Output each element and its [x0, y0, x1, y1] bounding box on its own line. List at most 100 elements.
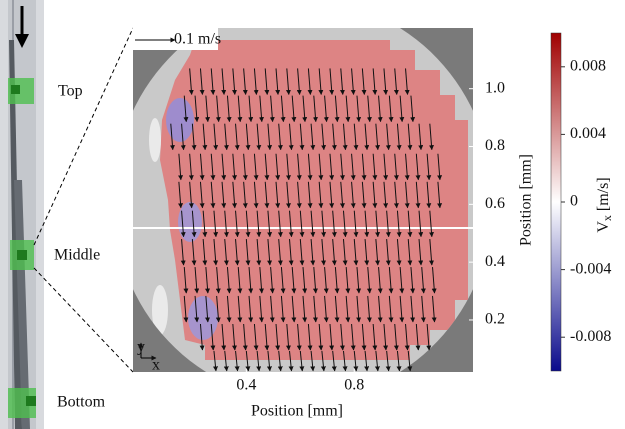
vector-arrow	[232, 153, 237, 181]
vector-arrow	[418, 238, 424, 266]
vector-arrow	[404, 68, 410, 95]
vector-arrow	[169, 123, 175, 151]
vector-arrow	[188, 68, 194, 95]
vector-arrow	[226, 295, 232, 323]
vector-arrow	[307, 181, 313, 209]
vector-arrow	[188, 153, 194, 181]
vector-arrow	[377, 295, 383, 323]
vector-arrow	[334, 95, 340, 123]
vector-arrow	[339, 181, 345, 209]
vector-arrow	[234, 238, 240, 266]
vector-arrow	[248, 295, 254, 323]
vector-arrow	[180, 123, 186, 151]
vector-arrow	[366, 295, 372, 323]
vector-arrow	[388, 95, 394, 123]
vector-arrow	[388, 295, 394, 323]
vector-arrow	[269, 95, 275, 123]
vector-arrow	[385, 350, 391, 372]
vector-arrow	[364, 210, 370, 238]
vector-arrow	[291, 295, 297, 323]
vector-arrow	[234, 210, 240, 238]
vector-arrow	[258, 295, 264, 323]
vector-arrow	[318, 323, 324, 351]
vector-arrow	[183, 95, 189, 123]
vector-arrow	[237, 267, 243, 294]
vector-arrow	[321, 210, 327, 238]
vector-arrow	[285, 153, 291, 181]
vector-arrow	[437, 181, 443, 209]
vector-arrow	[215, 267, 221, 294]
vector-arrow	[275, 68, 281, 95]
vector-arrow	[342, 123, 348, 151]
vector-arrow	[226, 267, 232, 294]
x-axis-title: Position [mm]	[251, 403, 343, 420]
vector-arrow	[285, 68, 291, 95]
vector-arrow	[372, 323, 378, 351]
vector-arrow	[242, 68, 248, 95]
vector-arrow	[296, 323, 302, 351]
vector-arrow	[245, 238, 251, 266]
vector-arrow	[256, 123, 262, 151]
y-tick-label: 0.2	[485, 311, 505, 328]
vector-arrow	[361, 153, 367, 181]
vector-arrow	[345, 95, 351, 123]
vector-arrow	[223, 123, 229, 151]
vector-arrow	[428, 123, 434, 151]
colorbar-unit: [m/s]	[595, 177, 612, 211]
vector-arrow	[318, 68, 324, 95]
vector-arrow	[199, 68, 205, 95]
colorbar-subscript: x	[600, 215, 614, 221]
vector-arrow	[275, 153, 281, 181]
vector-arrow	[275, 181, 281, 209]
vector-arrow	[388, 267, 394, 294]
vector-arrow	[323, 267, 329, 294]
vector-arrow	[353, 123, 359, 151]
vector-arrow	[393, 68, 399, 95]
vector-arrow	[221, 153, 227, 181]
vector-arrow	[329, 181, 335, 209]
vector-arrow	[407, 210, 413, 238]
vector-arrow	[299, 238, 305, 266]
vector-arrow	[296, 68, 302, 95]
vector-arrow	[404, 323, 410, 351]
vector-arrow	[410, 267, 416, 294]
vector-arrow	[253, 153, 259, 181]
vector-arrow	[267, 238, 273, 266]
vector-arrow	[377, 267, 383, 294]
colorbar-symbol: V	[595, 221, 612, 233]
vector-arrow	[312, 95, 318, 123]
vector-arrow	[288, 238, 294, 266]
axis-glyph-x: x	[152, 357, 160, 374]
vector-arrow	[248, 267, 254, 294]
y-tick-label: 0.6	[485, 195, 505, 212]
vector-arrow	[288, 123, 294, 151]
vector-arrow	[248, 95, 254, 123]
vector-arrow	[194, 295, 200, 323]
vector-arrow	[372, 181, 378, 209]
vector-arrow	[329, 68, 335, 95]
vector-arrow	[210, 68, 216, 95]
vector-arrow	[339, 323, 345, 351]
vector-arrow	[321, 238, 327, 266]
colorbar-tick-label: -0.004	[570, 260, 611, 277]
vector-arrow	[299, 210, 305, 238]
vector-arrow	[420, 267, 426, 294]
vector-arrow	[426, 181, 432, 209]
vector-arrow	[232, 323, 237, 351]
vector-arrow	[310, 210, 316, 238]
vector-arrow	[393, 181, 399, 209]
vector-arrow	[310, 238, 316, 266]
vector-arrow	[226, 95, 232, 123]
vector-arrow	[237, 295, 243, 323]
colorbar-title: Vx [m/s]	[595, 177, 614, 232]
vector-arrow	[215, 95, 221, 123]
scale-label: 0.1 m/s	[174, 31, 221, 48]
vector-arrow	[245, 123, 251, 151]
vector-arrow	[205, 295, 211, 323]
vector-arrow	[258, 267, 264, 294]
vector-arrow	[280, 95, 286, 123]
vector-arrow	[191, 238, 197, 266]
vector-arrow	[223, 350, 229, 372]
vector-arrow	[350, 181, 356, 209]
vector-arrow	[221, 181, 227, 209]
